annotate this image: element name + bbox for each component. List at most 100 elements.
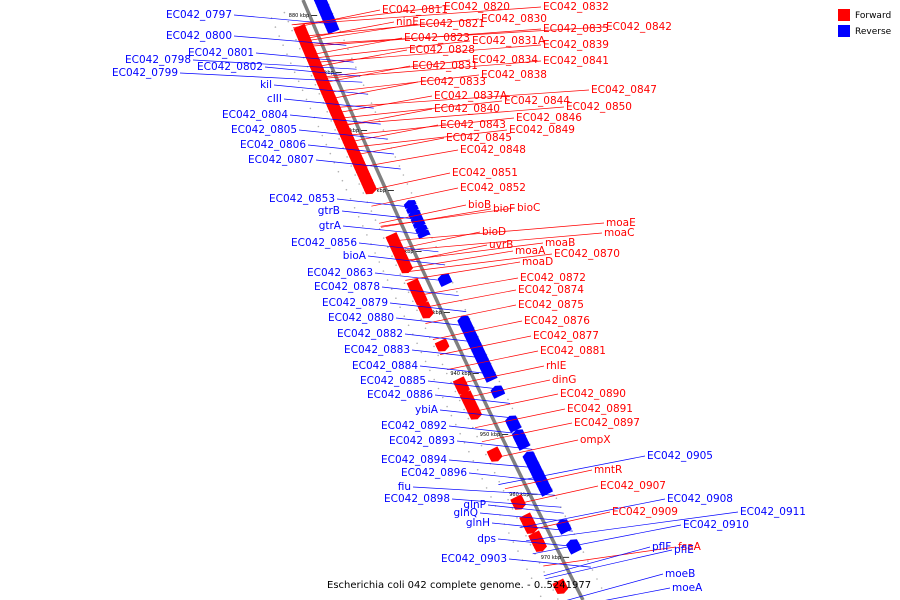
guide-dot [467, 417, 470, 420]
reverse-leader-line [526, 511, 739, 542]
reverse-gene-label: EC042_0802 [197, 61, 263, 73]
forward-gene-label: moaB [545, 237, 575, 249]
guide-dot [437, 354, 440, 357]
forward-leader-line [345, 129, 508, 149]
guide-dot [366, 234, 368, 236]
forward-gene-label: moaE [606, 217, 636, 229]
guide-dot [274, 26, 277, 28]
reverse-leader-line [289, 114, 381, 125]
reverse-leader-line [273, 84, 368, 95]
forward-leader-line [298, 21, 395, 41]
guide-dot [529, 544, 532, 546]
guide-dot [305, 98, 308, 101]
guide-dot [555, 497, 558, 500]
forward-gene-label: EC042_0891 [567, 403, 633, 415]
forward-gene-label: EC042_0835 [543, 23, 609, 35]
guide-dot [437, 387, 440, 390]
reverse-gene-label: EC042_0898 [384, 493, 450, 505]
guide-dot [290, 62, 292, 64]
reverse-gene-label: fiu [398, 481, 411, 493]
forward-gene-label: EC042_0831A [472, 35, 546, 47]
reverse-gene-label: EC042_0799 [112, 67, 178, 79]
reverse-gene-label: gtrA [319, 220, 342, 232]
reverse-leader-line [605, 587, 671, 600]
guide-dot [507, 398, 509, 401]
reverse-leader-line [233, 14, 338, 25]
forward-leader-line [490, 439, 579, 460]
reverse-gene-label: EC042_0856 [291, 237, 357, 249]
guide-dot [355, 66, 357, 68]
forward-gene-label: EC042_0845 [446, 132, 512, 144]
guide-dot [455, 423, 457, 426]
forward-gene-label: EC042_0890 [560, 388, 626, 400]
forward-gene-label: EC042_0820 [444, 1, 510, 13]
guide-dot [403, 315, 406, 318]
forward-gene-label: EC042_0823 [404, 32, 470, 44]
guide-dot [498, 380, 501, 383]
forward-gene-label: ompX [580, 434, 611, 446]
guide-dot [420, 318, 423, 321]
guide-dot [530, 577, 533, 579]
reverse-gene-label: EC042_0804 [222, 109, 288, 121]
forward-gene-label: bioD [482, 226, 506, 238]
guide-dot [485, 487, 488, 489]
guide-dot [402, 174, 405, 176]
forward-leader-line [327, 89, 590, 109]
guide-dot [403, 282, 406, 285]
guide-dot [362, 84, 365, 86]
guide-dot [349, 198, 352, 200]
reverse-leader-line [497, 538, 581, 548]
reverse-leader-line [456, 440, 533, 450]
reverse-leader-line [451, 498, 561, 508]
reverse-leader-line [389, 302, 467, 312]
reverse-gene-label: EC042_0893 [389, 435, 455, 447]
reverse-gene [439, 277, 453, 287]
guide-dot [399, 273, 402, 276]
forward-leader-line [391, 231, 481, 251]
forward-gene [534, 542, 547, 552]
guide-dot [386, 279, 389, 281]
forward-gene-label: bioB [468, 199, 491, 211]
reverse-leader-line [479, 512, 568, 522]
reverse-leader-line [427, 380, 504, 390]
reverse-leader-line [519, 498, 666, 529]
forward-leader-line [315, 60, 542, 80]
guide-dot [458, 399, 461, 402]
forward-gene-label: EC042_0844 [504, 95, 570, 107]
guide-dot [582, 551, 585, 553]
guide-dot [283, 11, 286, 14]
guide-dot [297, 80, 300, 83]
forward-leader-line [400, 250, 514, 270]
reverse-gene [569, 545, 582, 555]
guide-dot [511, 407, 514, 410]
forward-gene-label: bioF [493, 203, 515, 215]
reverse-gene-label: moeA [672, 582, 703, 594]
guide-dot [317, 125, 320, 128]
guide-dot [420, 351, 423, 354]
forward-gene-label: moaC [604, 227, 634, 239]
guide-dot [343, 39, 345, 42]
forward-gene-label: EC042_0830 [481, 13, 547, 25]
forward-leader-line [300, 26, 605, 46]
guide-dot [463, 408, 465, 411]
forward-leader-line [314, 59, 471, 79]
reverse-leader-line [532, 524, 682, 555]
reverse-gene-label: bioA [343, 250, 367, 262]
guide-dot [391, 255, 393, 257]
forward-leader-line [405, 261, 521, 281]
forward-gene-label: EC042_0847 [591, 84, 657, 96]
guide-dot [325, 143, 328, 146]
forward-gene-label: EC042_0881 [540, 345, 606, 357]
reverse-gene-label: EC042_0886 [367, 389, 433, 401]
guide-dot [362, 192, 365, 194]
forward-gene [421, 309, 434, 319]
reverse-gene [492, 389, 506, 399]
guide-dot [464, 308, 467, 311]
guide-dot [446, 372, 448, 375]
forward-gene-label: rhlE [546, 360, 566, 372]
forward-gene-label: EC042_0909 [612, 506, 678, 518]
reverse-leader-line [508, 558, 591, 568]
forward-leader-line [425, 304, 517, 324]
forward-leader-line [380, 207, 516, 227]
reverse-gene-label: EC042_0882 [337, 328, 403, 340]
